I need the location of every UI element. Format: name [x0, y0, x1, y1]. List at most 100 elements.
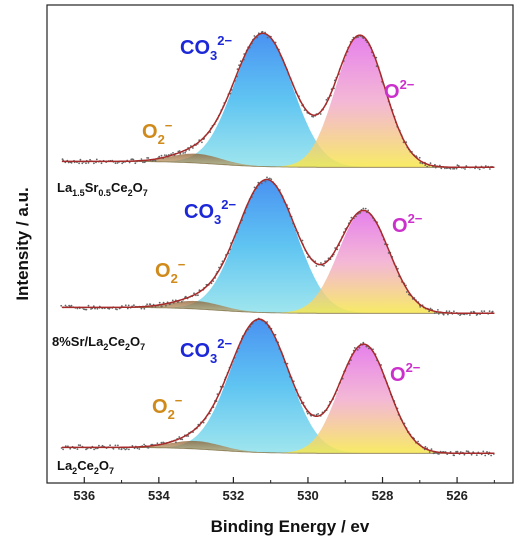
- sample-label: La2Ce2O7: [57, 458, 114, 476]
- raw-data-point: [419, 162, 422, 164]
- raw-data-point: [428, 451, 431, 453]
- x-tick-label: 534: [148, 488, 170, 503]
- raw-data-point: [470, 453, 473, 456]
- raw-data-point: [85, 308, 88, 311]
- o2-component: [61, 35, 495, 168]
- o2-component: [61, 210, 495, 314]
- x-axis-title: Binding Energy / ev: [211, 517, 370, 536]
- raw-data-point: [180, 300, 183, 303]
- raw-data-point: [453, 454, 456, 457]
- raw-data-point: [459, 451, 462, 453]
- raw-data-point: [407, 293, 410, 296]
- raw-data-point: [127, 448, 130, 451]
- raw-data-point: [362, 207, 365, 210]
- raw-data-point: [253, 186, 256, 189]
- raw-data-point: [86, 447, 88, 450]
- raw-data-point: [442, 313, 445, 316]
- raw-data-point: [116, 308, 118, 311]
- raw-data-point: [325, 98, 328, 101]
- raw-data-point: [312, 115, 315, 118]
- raw-data-point: [163, 154, 166, 157]
- raw-data-point: [424, 164, 427, 167]
- raw-data-point: [94, 307, 96, 310]
- raw-data-point: [218, 266, 220, 269]
- raw-data-point: [219, 385, 222, 388]
- raw-data-point: [78, 162, 80, 165]
- raw-data-point: [60, 304, 63, 307]
- sample-label: La1.5Sr0.5Ce2O7: [57, 180, 148, 198]
- raw-data-point: [165, 304, 167, 307]
- raw-data-point: [301, 239, 304, 242]
- x-tick-label: 536: [73, 488, 95, 503]
- raw-data-point: [147, 446, 150, 449]
- raw-data-point: [95, 158, 98, 161]
- raw-data-point: [112, 448, 115, 450]
- raw-data-point: [70, 161, 73, 164]
- raw-data-point: [367, 209, 370, 212]
- raw-data-point: [488, 310, 491, 313]
- raw-data-point: [456, 450, 459, 453]
- fit-envelope: [61, 178, 495, 315]
- raw-data-point: [114, 162, 117, 165]
- raw-data-point: [350, 216, 353, 219]
- raw-data-point: [69, 447, 72, 450]
- raw-data-point: [359, 211, 362, 214]
- raw-data-point: [357, 36, 360, 38]
- raw-data-point: [179, 152, 182, 155]
- raw-data-point: [143, 307, 146, 310]
- raw-data-point: [175, 441, 177, 444]
- raw-data-point: [452, 167, 454, 170]
- raw-data-point: [486, 451, 488, 453]
- raw-data-point: [114, 444, 117, 447]
- co3-component: [61, 33, 495, 168]
- x-tick-label: 528: [372, 488, 394, 503]
- raw-data-point: [140, 158, 143, 161]
- raw-data-point: [87, 162, 90, 164]
- raw-data-point: [320, 262, 322, 264]
- raw-data-point: [192, 147, 194, 149]
- co3-component: [61, 319, 495, 454]
- raw-data-point: [417, 440, 419, 443]
- raw-data-point: [133, 304, 135, 307]
- raw-data-point: [98, 444, 100, 447]
- raw-data-point: [270, 178, 273, 181]
- raw-data-point: [116, 162, 119, 164]
- raw-data-point: [438, 453, 440, 455]
- raw-data-point: [358, 346, 361, 349]
- o2-label: O2−: [392, 211, 423, 237]
- co3-label: CO32−: [180, 336, 232, 366]
- raw-data-point: [465, 450, 468, 452]
- raw-data-point: [120, 448, 123, 450]
- raw-data-point: [117, 444, 119, 447]
- raw-data-point: [128, 161, 131, 164]
- raw-data-point: [306, 412, 309, 415]
- y-axis-title: Intensity / a.u.: [13, 187, 32, 300]
- raw-data-point: [184, 151, 187, 154]
- raw-data-point: [79, 158, 82, 161]
- plot-layer: O2− CO32− O2− La1.5Sr0.5Ce2O7 O2− CO32− O2− 8%S…: [52, 30, 495, 476]
- raw-data-point: [364, 207, 367, 210]
- raw-data-point: [140, 307, 143, 310]
- raw-data-point: [256, 36, 259, 39]
- raw-data-point: [76, 448, 79, 450]
- raw-data-point: [430, 448, 433, 450]
- raw-data-point: [201, 141, 203, 144]
- raw-data-point: [77, 444, 80, 446]
- raw-data-point: [455, 167, 458, 170]
- xps-panel-1: O2− CO32− O2− La1.5Sr0.5Ce2O7: [57, 30, 495, 198]
- raw-data-point: [319, 113, 322, 115]
- raw-data-point: [172, 152, 174, 154]
- raw-data-point: [483, 310, 486, 313]
- raw-data-point: [127, 304, 130, 307]
- co3-component: [61, 179, 495, 314]
- raw-data-point: [433, 312, 436, 314]
- raw-data-point: [261, 30, 264, 33]
- raw-data-point: [158, 155, 161, 158]
- raw-data-point: [109, 444, 111, 447]
- raw-data-point: [260, 182, 263, 185]
- raw-data-point: [264, 180, 267, 183]
- co3-label: CO32−: [184, 197, 236, 227]
- raw-data-point: [100, 162, 103, 165]
- raw-data-point: [353, 347, 356, 349]
- raw-data-point: [445, 310, 448, 313]
